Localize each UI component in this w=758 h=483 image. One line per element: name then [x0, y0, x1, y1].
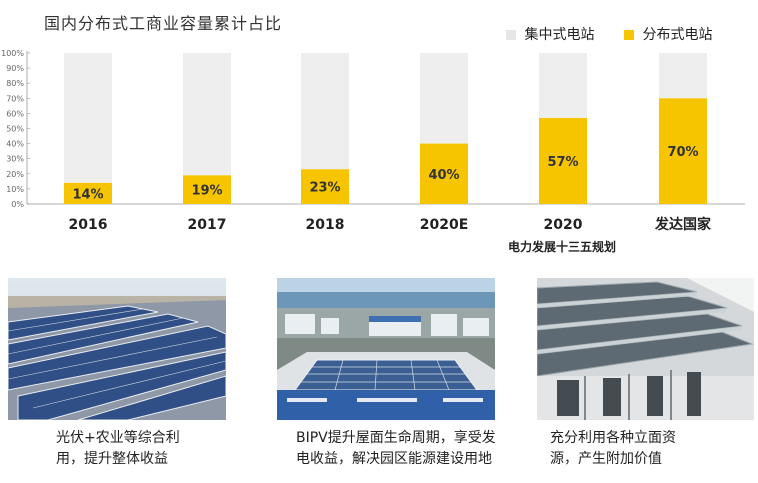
- data-label: 40%: [428, 168, 459, 183]
- y-tick-label: 90%: [6, 64, 24, 73]
- caption-facade: 充分利用各种立面资 源，产生附加价值: [550, 428, 676, 470]
- y-tick-label: 10%: [6, 185, 24, 194]
- y-tick-label: 50%: [6, 125, 24, 134]
- caption-agrivoltaic: 光伏+农业等综合利 用，提升整体收益: [56, 428, 180, 470]
- y-tick-label: 80%: [6, 79, 24, 88]
- chart-title: 国内分布式工商业容量累计占比: [44, 14, 283, 33]
- y-tick-label: 20%: [6, 170, 24, 179]
- bar-distributed: [183, 175, 231, 204]
- bar-distributed: [539, 117, 587, 204]
- y-tick-label: 70%: [6, 94, 24, 103]
- caption-line: 源，产生附加价值: [550, 451, 662, 467]
- bipv-industrial-roof-photo: [277, 278, 495, 420]
- category-note: 电力发展十三五规划: [508, 240, 617, 254]
- agrivoltaic-greenhouse-photo: [8, 278, 226, 420]
- x-tick-label: 2017: [188, 217, 227, 233]
- bar-centralized: [64, 53, 112, 183]
- x-tick-label: 发达国家: [654, 216, 712, 233]
- y-tick-label: 60%: [6, 109, 24, 118]
- legend-swatch-centralized: [506, 30, 516, 40]
- bar-centralized: [420, 53, 468, 144]
- caption-line: 充分利用各种立面资: [550, 430, 676, 446]
- y-tick-label: 100%: [1, 49, 24, 58]
- bar-distributed: [301, 169, 349, 204]
- caption-line: 电收益，解决园区能源建设用地: [296, 451, 492, 467]
- caption-line: 光伏+农业等综合利: [56, 430, 180, 446]
- legend-label-distributed: 分布式电站: [642, 27, 713, 43]
- y-tick-label: 0%: [11, 200, 24, 209]
- y-tick-label: 30%: [6, 155, 24, 164]
- bar-distributed: [659, 98, 707, 204]
- bar-centralized: [659, 53, 707, 99]
- bar-distributed: [64, 182, 112, 204]
- data-label: 19%: [191, 184, 222, 199]
- legend-label-centralized: 集中式电站: [524, 27, 595, 43]
- bar-centralized: [539, 53, 587, 118]
- bar-distributed: [420, 143, 468, 204]
- x-tick-label: 2016: [69, 217, 108, 233]
- legend-swatch-distributed: [624, 30, 634, 40]
- bar-centralized: [301, 53, 349, 170]
- bar-centralized: [183, 53, 231, 176]
- x-tick-label: 2020E: [420, 217, 469, 233]
- caption-line: BIPV提升屋面生命周期，享受发: [296, 430, 496, 446]
- legend-distributed: 分布式电站: [624, 24, 712, 44]
- y-tick-label: 40%: [6, 140, 24, 149]
- solar-facade-building-photo: [537, 278, 754, 420]
- data-label: 14%: [72, 187, 103, 202]
- caption-bipv: BIPV提升屋面生命周期，享受发 电收益，解决园区能源建设用地: [296, 428, 496, 470]
- data-label: 57%: [547, 155, 578, 170]
- caption-line: 用，提升整体收益: [56, 451, 168, 467]
- x-tick-label: 2018: [306, 217, 345, 233]
- stacked-bar-chart: 0% 10% 20% 30% 40% 50% 60% 70% 80% 90% 100% 14% 2016…: [1, 49, 745, 233]
- legend-centralized: 集中式电站: [506, 24, 594, 44]
- data-label: 70%: [667, 145, 698, 160]
- data-label: 23%: [309, 181, 340, 196]
- x-tick-label: 2020: [544, 217, 583, 233]
